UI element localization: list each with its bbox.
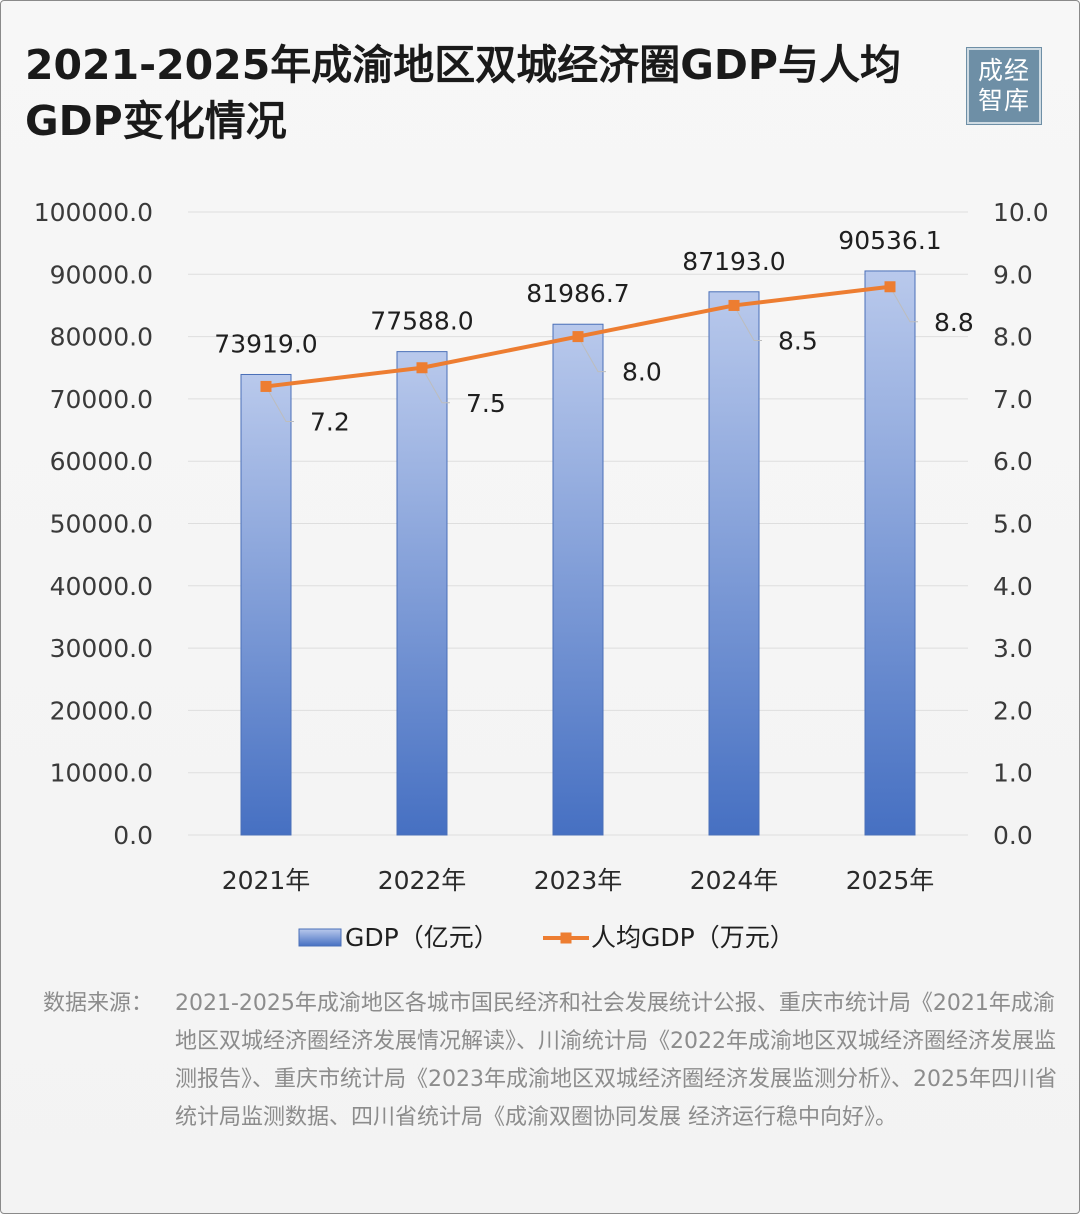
y-right-tick-label: 2.0 <box>993 696 1033 725</box>
line-marker <box>728 299 740 311</box>
y-left-tick-label: 50000.0 <box>50 510 153 539</box>
legend-swatch-gdp <box>298 928 342 947</box>
y-right-tick-label: 9.0 <box>993 260 1033 289</box>
line-data-label: 8.0 <box>622 358 662 387</box>
bar-gdp <box>864 270 916 836</box>
chart-title: 2021-2025年成渝地区双城经济圈GDP与人均GDP变化情况 <box>25 41 901 145</box>
line-data-label: 8.5 <box>778 326 818 355</box>
legend-label-gdp: GDP（亿元） <box>345 923 499 952</box>
bar-data-label: 90536.1 <box>838 226 941 255</box>
y-right-tick-label: 0.0 <box>993 821 1033 850</box>
source-text: 2021-2025年成渝地区各城市国民经济和社会发展统计公报、重庆市统计局《20… <box>175 991 1057 1130</box>
line-marker <box>416 362 428 374</box>
y-left-tick-label: 30000.0 <box>50 634 153 663</box>
label-leader-line <box>577 336 606 373</box>
label-leader-line <box>421 367 450 404</box>
label-leader-line <box>733 305 762 341</box>
bar-data-label: 77588.0 <box>370 307 473 336</box>
y-left-tick-label: 60000.0 <box>50 447 153 476</box>
line-marker <box>572 331 584 343</box>
y-left-tick-label: 0.0 <box>113 821 153 850</box>
y-left-tick-label: 80000.0 <box>50 323 153 352</box>
bar-data-label: 87193.0 <box>682 247 785 276</box>
gdp-combo-chart: 73919.0 77588.0 81986.7 87193.0 90536.1 7.2 7.… <box>34 198 1049 952</box>
bar-gdp <box>240 373 292 836</box>
line-data-label: 7.5 <box>466 389 506 418</box>
brand-logo: 成经 智库 <box>966 47 1042 125</box>
logo-line-2: 智库 <box>977 86 1030 115</box>
line-marker <box>884 281 896 293</box>
y-right-tick-label: 4.0 <box>993 572 1033 601</box>
bar-data-label: 81986.7 <box>526 279 629 308</box>
x-tick-label: 2025年 <box>846 866 935 895</box>
y-right-tick-label: 1.0 <box>993 759 1033 788</box>
source-label: 数据来源： <box>43 991 154 1016</box>
bar-data-label: 73919.0 <box>214 329 317 358</box>
y-left-tick-label: 10000.0 <box>50 759 153 788</box>
line-data-label: 8.8 <box>934 308 974 337</box>
x-tick-label: 2021年 <box>222 866 311 895</box>
y-right-tick-label: 7.0 <box>993 385 1033 414</box>
y-right-tick-label: 8.0 <box>993 323 1033 352</box>
y-right-tick-label: 5.0 <box>993 510 1033 539</box>
bar-gdp <box>552 323 604 836</box>
y-right-tick-label: 10.0 <box>993 198 1049 227</box>
legend-label-per-capita: 人均GDP（万元） <box>591 923 795 952</box>
legend-marker-per-capita <box>560 932 572 944</box>
y-left-tick-label: 20000.0 <box>50 696 153 725</box>
label-leader-line <box>265 386 294 422</box>
x-tick-label: 2023年 <box>534 866 623 895</box>
y-left-tick-label: 40000.0 <box>50 572 153 601</box>
y-left-tick-label: 90000.0 <box>50 260 153 289</box>
label-leader-line <box>889 286 918 323</box>
y-right-tick-label: 6.0 <box>993 447 1033 476</box>
logo-line-1: 成经 <box>977 56 1030 85</box>
line-marker <box>260 380 272 392</box>
y-left-tick-label: 70000.0 <box>50 385 153 414</box>
y-left-tick-label: 100000.0 <box>34 198 153 227</box>
line-data-label: 7.2 <box>310 407 350 436</box>
x-tick-label: 2024年 <box>690 866 779 895</box>
bar-gdp <box>396 351 448 836</box>
y-right-tick-label: 3.0 <box>993 634 1033 663</box>
bar-gdp <box>708 291 760 836</box>
x-tick-label: 2022年 <box>378 866 467 895</box>
